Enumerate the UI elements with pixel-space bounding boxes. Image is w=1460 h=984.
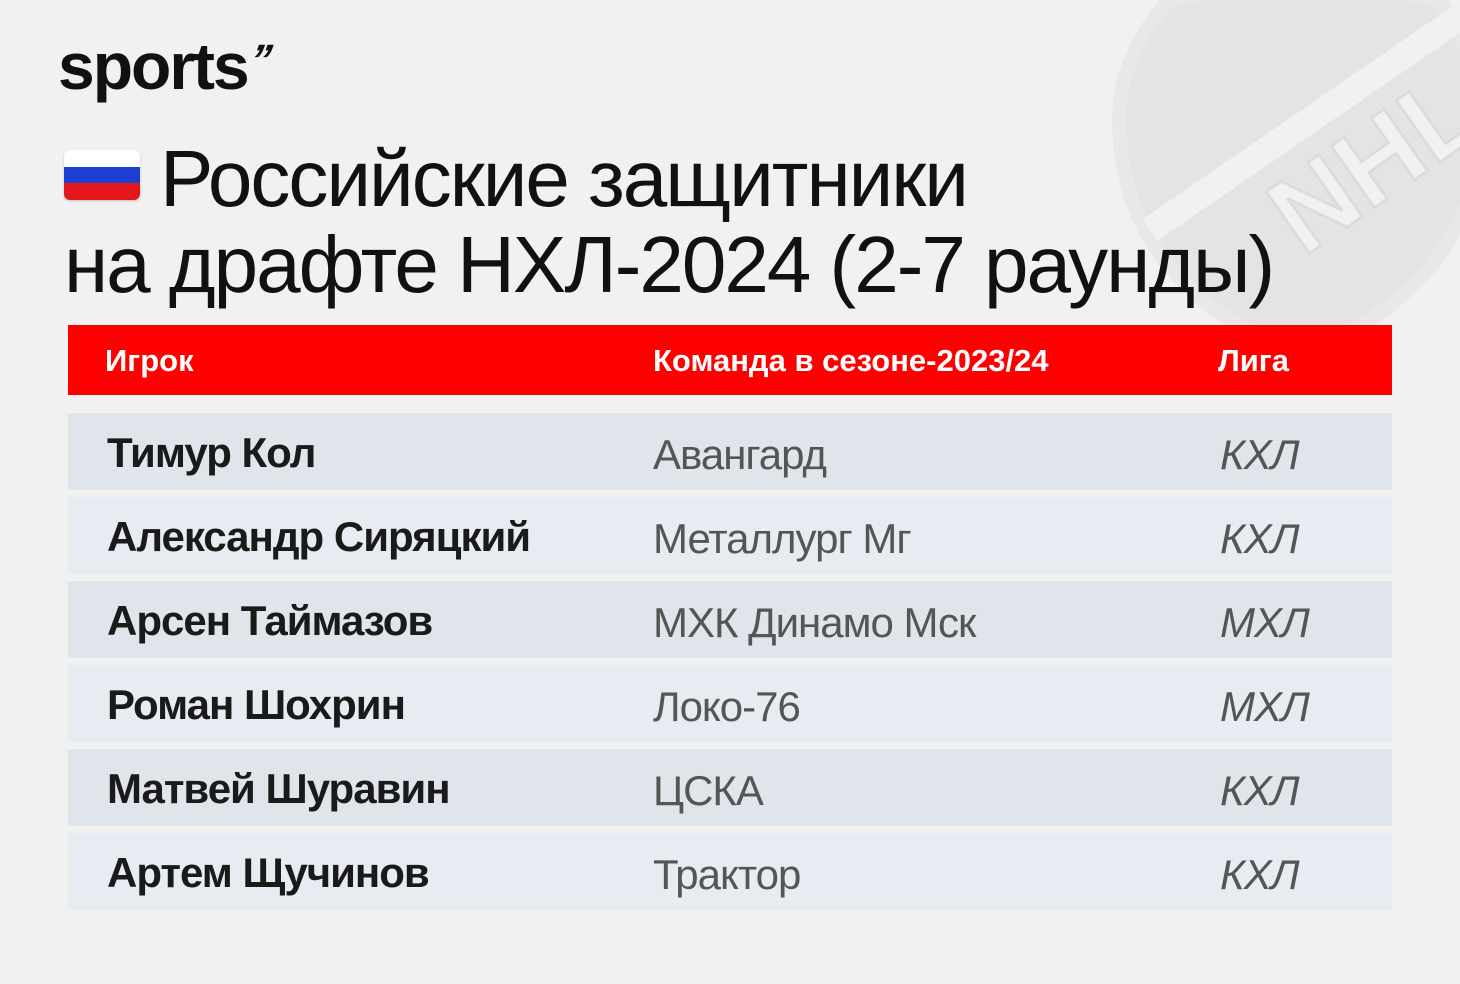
team-name: Металлург Мг [653, 515, 912, 562]
team-name: Трактор [653, 851, 801, 898]
page-title: Российские защитники на драфте НХЛ-2024 … [64, 134, 1275, 309]
sports-logo: sports’’ [58, 28, 278, 104]
logo-text: sports [58, 29, 250, 103]
table-row: Александр Сиряцкий Металлург Мг КХЛ [68, 497, 1392, 574]
player-name: Роман Шохрин [107, 681, 406, 728]
header-team: Команда в сезоне-2023/24 [653, 343, 1049, 378]
league-name: КХЛ [1220, 767, 1300, 814]
player-name: Тимур Кол [107, 429, 316, 476]
table-row: Роман Шохрин Локо-76 МХЛ [68, 665, 1392, 742]
league-name: КХЛ [1220, 515, 1300, 562]
team-name: ЦСКА [653, 767, 764, 814]
league-name: МХЛ [1220, 683, 1310, 730]
title-line-1: Российские защитники [160, 134, 969, 223]
table-row: Арсен Таймазов МХК Динамо Мск МХЛ [68, 581, 1392, 658]
team-name: Локо-76 [653, 683, 801, 730]
header-player: Игрок [105, 343, 194, 378]
team-name: Авангард [653, 431, 827, 478]
league-name: МХЛ [1220, 599, 1310, 646]
header-league: Лига [1218, 343, 1289, 378]
title-line-2: на драфте НХЛ-2024 (2-7 раунды) [64, 220, 1275, 309]
nhl-shield-watermark: NHL [1112, 0, 1460, 340]
player-name: Арсен Таймазов [107, 597, 433, 644]
players-table: Игрок Команда в сезоне-2023/24 Лига Тиму… [68, 325, 1392, 917]
league-name: КХЛ [1220, 851, 1300, 898]
russia-flag-icon [64, 150, 140, 200]
table-body: Тимур Кол Авангард КХЛ Александр Сиряцкий М… [68, 413, 1392, 910]
team-name: МХК Динамо Мск [653, 599, 976, 646]
table-header: Игрок Команда в сезоне-2023/24 Лига [68, 325, 1392, 395]
table-row: Матвей Шуравин ЦСКА КХЛ [68, 749, 1392, 826]
table-row: Тимур Кол Авангард КХЛ [68, 413, 1392, 490]
league-name: КХЛ [1220, 431, 1300, 478]
player-name: Матвей Шуравин [107, 765, 451, 812]
player-name: Александр Сиряцкий [107, 513, 531, 560]
table-row: Артем Щучинов Трактор КХЛ [68, 833, 1392, 910]
player-name: Артем Щучинов [107, 849, 430, 896]
